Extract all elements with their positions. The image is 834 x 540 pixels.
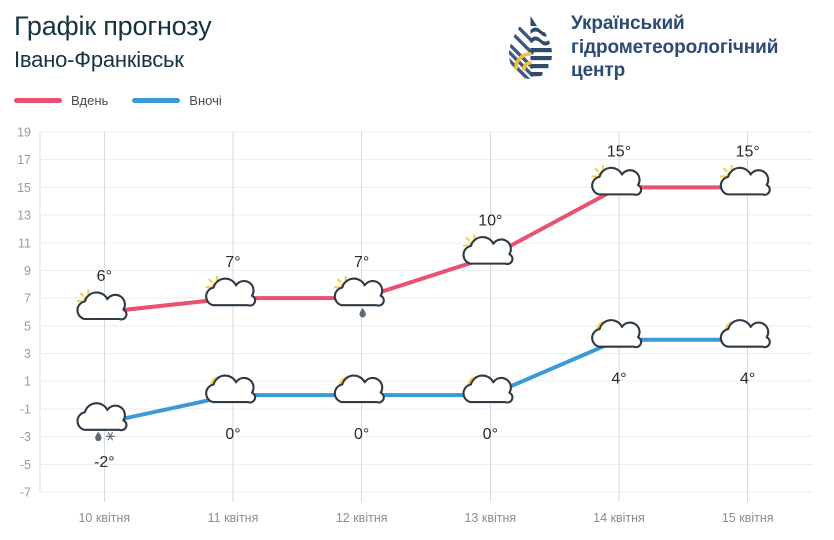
snowflake-icon [105,432,115,441]
y-axis-tick-label: -7 [20,486,31,500]
legend-swatch-night [132,98,181,103]
y-axis-tick-label: 1 [24,375,31,389]
data-point-label: 0° [483,426,498,443]
cloud-shape [205,374,257,404]
legend-swatch-day [14,98,62,103]
moon-behind-cloud-icon [719,319,771,349]
sun-behind-cloud-icon [591,164,643,196]
y-axis-tick-label: 9 [24,264,31,278]
legend-item-day[interactable]: Вдень [14,94,108,107]
chart-subtitle-location: Івано-Франківськ [14,47,184,72]
y-axis-tick-label: 17 [17,153,31,167]
cloud-shape [76,291,128,321]
cloud-shape [719,166,771,196]
raindrop-icon [95,431,102,442]
forecast-chart-svg: 19 17 15 13 11 9 7 5 3 1 -1 -3 -5 -7 10 квітня 11 квіт… [17,126,812,525]
legend-label-night: Вночі [189,93,222,108]
sun-behind-cloud-icon [462,233,514,266]
data-point-label: 7° [225,254,240,271]
page-title: Графік прогнозу [14,11,212,41]
cloud-shape [333,374,385,404]
chart-header: Графік прогнозу Івано-Франківськ Вдень В… [0,0,834,120]
series-line-day [102,185,750,314]
chart-legend: Вдень Вночі [14,94,222,107]
sun-behind-cloud-icon [205,275,257,307]
cloud-rain-snow-icon [76,402,128,442]
y-axis-tick-label: 3 [24,347,31,361]
x-axis-tick-label: 11 квітня [208,511,259,525]
moon-behind-cloud-icon [462,374,514,404]
title-block: Графік прогнозу Івано-Франківськ [14,10,212,75]
y-axis-tick-label: -1 [20,402,31,416]
y-axis-tick-label: 15 [17,181,31,195]
data-point-label: 6° [97,268,112,285]
chart-gridlines [39,131,812,493]
data-point-label: 0° [225,426,240,443]
data-point-label: 15° [736,143,760,160]
y-axis-tick-label: -3 [20,430,31,444]
data-point-label: 4° [740,371,755,388]
cloud-shape [719,319,771,349]
x-axis-tick-label: 14 квітня [593,511,645,525]
cloud-shape [76,402,128,432]
cloud-shape [333,277,385,307]
legend-item-night[interactable]: Вночі [132,93,222,108]
raindrop-icon [359,308,366,318]
sun-behind-cloud-rain-icon [333,275,385,318]
organization-logo: Український гідрометеорологічний центр [503,10,778,84]
y-axis-tick-label: 19 [17,126,31,140]
cloud-shape [462,374,514,404]
data-point-label: 0° [354,426,369,443]
chart-point-labels: 6° 7° 7° 10° 15° 15° -2° 0° 0° 0° 4° 4° [94,143,760,470]
organization-name: Український гідрометеорологічний центр [571,13,779,81]
y-axis-tick-label: 7 [24,292,31,306]
x-axis-tick-label: 15 квітня [722,511,774,525]
moon-behind-cloud-icon [333,374,385,404]
chart-weather-icons [76,164,771,442]
data-point-label: 10° [478,213,502,230]
water-droplet-logo-icon [509,14,552,79]
sun-behind-cloud-icon [76,289,128,321]
cloud-shape [205,277,257,307]
moon-behind-cloud-icon [205,374,257,404]
x-axis-labels: 10 квітня 11 квітня 12 квітня 13 квітня 14 к… [78,511,773,525]
x-axis-tick-label: 10 квітня [78,511,130,525]
data-point-label: -2° [94,454,115,471]
cloud-shape [591,319,643,349]
cloud-shape [462,236,514,266]
y-axis-labels: 19 17 15 13 11 9 7 5 3 1 -1 -3 -5 -7 [17,126,31,500]
moon-behind-cloud-icon [591,319,643,349]
chart-series-lines [102,185,750,425]
y-axis-tick-label: 5 [24,319,31,333]
legend-label-day: Вдень [71,93,109,108]
x-axis-tick-label: 12 квітня [336,511,388,525]
y-axis-tick-label: 11 [18,236,31,250]
y-axis-tick-label: 13 [17,209,31,223]
data-point-label: 7° [354,254,369,271]
sun-behind-cloud-icon [719,164,771,196]
data-point-label: 4° [611,371,626,388]
x-axis-tick-label: 13 квітня [464,511,516,525]
y-axis-tick-label: -5 [20,458,31,472]
forecast-chart: 19 17 15 13 11 9 7 5 3 1 -1 -3 -5 -7 10 квітня 11 квіт… [0,118,834,540]
data-point-label: 15° [607,143,631,160]
cloud-shape [591,166,643,196]
